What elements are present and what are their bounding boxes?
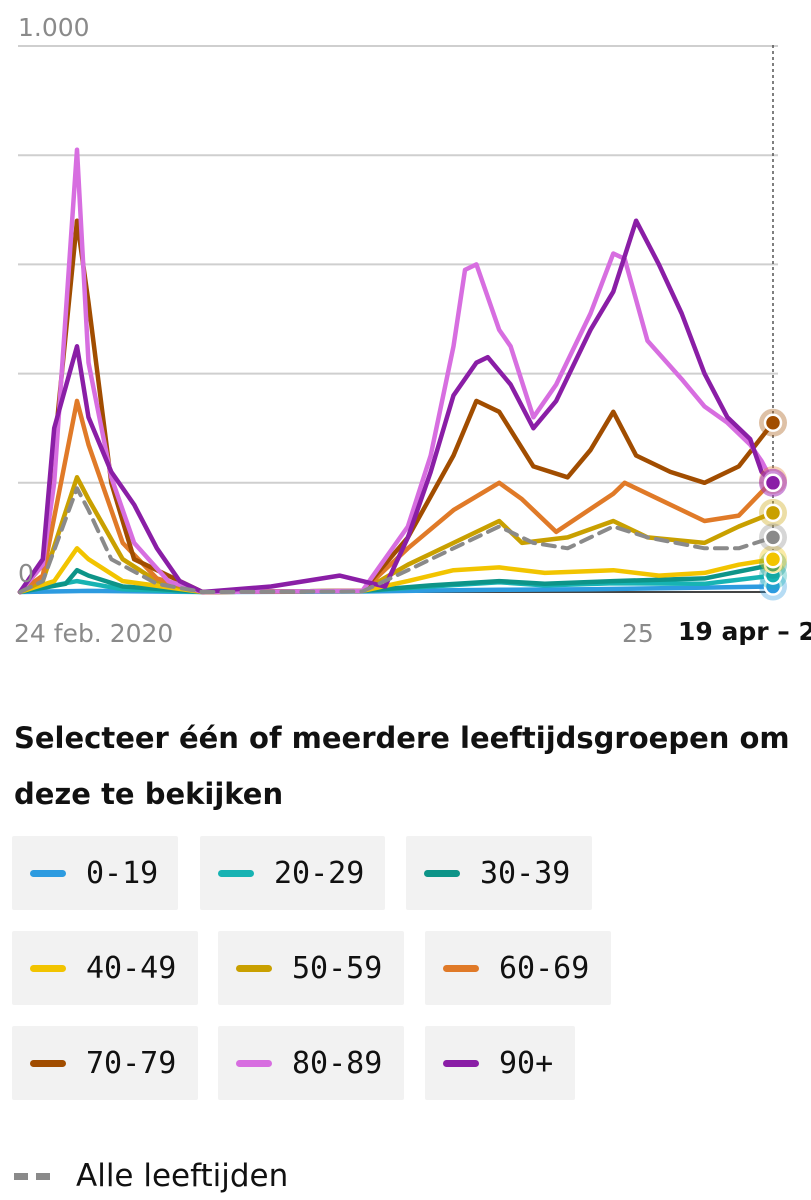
legend-label: 0-19 [86,855,159,891]
legend-label: 70-79 [86,1045,177,1081]
legend-button-60-69[interactable]: 60-69 [425,931,611,1005]
legend-label: 80-89 [292,1045,383,1081]
color-swatch [443,1059,479,1067]
legend-instruction: Selecteer één of meerdere leeftijdsgroep… [14,721,790,811]
x-tick-label: 25 [622,619,654,648]
legend-item-label: Alle leeftijden [76,1158,289,1194]
x-active-period-label: 19 apr – 25 apr [678,617,811,646]
color-swatch [236,964,272,972]
series-line-40-49[interactable] [17,546,776,595]
legend-button-0-19[interactable]: 0-19 [12,836,178,910]
color-swatch [30,1059,66,1067]
color-swatch [236,1059,272,1067]
color-swatch [30,869,66,877]
legend-label: 40-49 [86,950,177,986]
legend-item-all-ages[interactable]: Alle leeftijden [14,1158,288,1194]
series-line-70-79[interactable] [17,218,776,595]
legend-label: 20-29 [274,855,365,891]
legend-button-40-49[interactable]: 40-49 [12,931,198,1005]
dashed-line-swatch [14,1172,50,1180]
legend-button-50-59[interactable]: 50-59 [218,931,404,1005]
series-line-80-89[interactable] [17,147,776,595]
chart-end-markers [759,408,787,601]
y-tick-label: 1.000 [18,13,90,42]
color-swatch [218,869,254,877]
end-marker-alle-leeftijden [759,523,787,552]
legend-label: 50-59 [292,950,383,986]
x-tick-label: 24 feb. 2020 [14,619,173,648]
series-line-60-69[interactable] [17,398,776,595]
end-marker-90- [759,468,787,497]
series-line-90-[interactable] [17,218,776,595]
legend-button-80-89[interactable]: 80-89 [218,1026,404,1100]
color-swatch [424,869,460,877]
legend-label: 60-69 [499,950,590,986]
end-marker-40-49 [759,545,787,574]
legend-button-30-39[interactable]: 30-39 [406,836,592,910]
legend-label: 90+ [499,1045,554,1081]
color-swatch [443,964,479,972]
legend-label: 30-39 [480,855,571,891]
legend-button-90plus[interactable]: 90+ [425,1026,575,1100]
legend-button-70-79[interactable]: 70-79 [12,1026,198,1100]
end-marker-70-79 [759,408,787,437]
legend-button-20-29[interactable]: 20-29 [200,836,385,910]
line-chart[interactable]: 1.000 0 24 feb. 2020 25 19 apr – 25 apr [0,0,811,660]
chart-lines [17,147,776,595]
chart-gridlines [18,45,778,593]
end-marker-50-59 [759,498,787,527]
y-tick-label: 0 [18,559,34,588]
series-line-alle-leeftijden[interactable] [18,486,775,594]
chart-axis-labels: 1.000 0 24 feb. 2020 25 19 apr – 25 apr [14,13,811,648]
color-swatch [30,964,66,972]
